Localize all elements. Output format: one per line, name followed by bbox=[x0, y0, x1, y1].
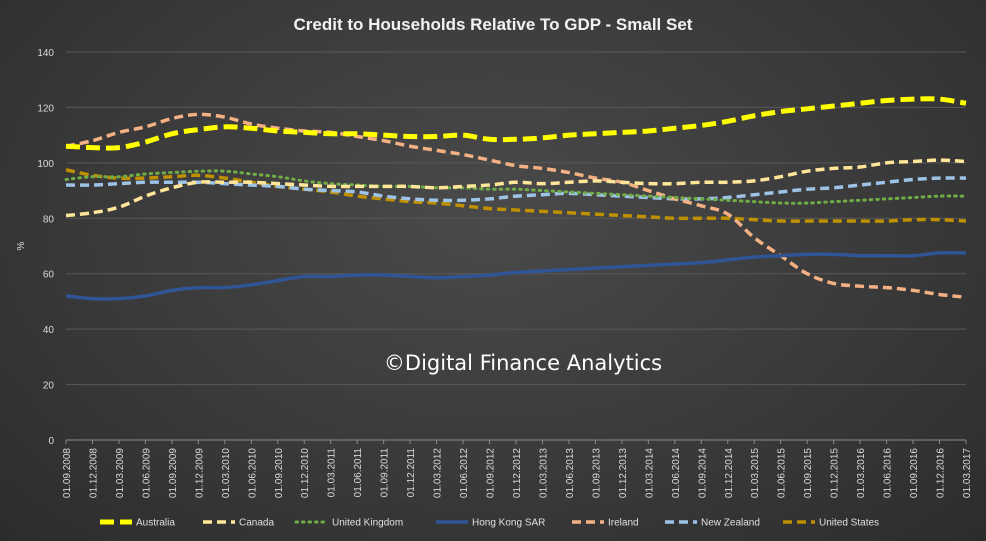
series-line-united-kingdom bbox=[64, 169, 968, 205]
x-tick-label: 01.06.2015 bbox=[777, 448, 788, 498]
x-tick-label: 01.06.2011 bbox=[353, 448, 364, 498]
y-tick-label: 0 bbox=[48, 436, 54, 447]
series-line-united-states bbox=[65, 168, 967, 223]
x-tick-label: 01.09.2015 bbox=[803, 448, 814, 498]
y-tick-label: 100 bbox=[37, 159, 54, 170]
x-tick-label: 01.09.2008 bbox=[62, 448, 73, 498]
x-tick-label: 01.12.2013 bbox=[618, 448, 629, 498]
x-tick-label: 01.09.2013 bbox=[591, 448, 602, 498]
x-tick-label: 01.03.2011 bbox=[327, 448, 338, 498]
x-tick-label: 01.06.2014 bbox=[671, 448, 682, 498]
x-axis-ticks: 01.09.2008 01.12.2008 01.03.2009 01.06.2009… bbox=[62, 440, 973, 498]
y-tick-label: 60 bbox=[43, 270, 55, 281]
y-tick-label: 20 bbox=[43, 381, 55, 392]
x-tick-label: 01.03.2016 bbox=[856, 448, 867, 498]
x-tick-label: 01.12.2010 bbox=[300, 448, 311, 498]
x-tick-label: 01.12.2009 bbox=[194, 448, 205, 498]
series-line-new-zealand bbox=[65, 176, 967, 203]
x-tick-label: 01.03.2010 bbox=[221, 448, 232, 498]
x-tick-label: 01.06.2009 bbox=[141, 448, 152, 498]
y-axis-label: % bbox=[16, 241, 27, 250]
legend-label: Canada bbox=[239, 518, 274, 529]
watermark: ©Digital Finance Analytics bbox=[384, 351, 662, 375]
x-tick-label: 01.12.2015 bbox=[830, 448, 841, 498]
series-line-ireland bbox=[65, 112, 967, 300]
legend-label: New Zealand bbox=[701, 518, 760, 529]
x-tick-label: 01.06.2012 bbox=[459, 448, 470, 498]
x-tick-label: 01.03.2015 bbox=[750, 448, 761, 498]
x-tick-label: 01.12.2012 bbox=[512, 448, 523, 498]
x-tick-label: 01.03.2017 bbox=[962, 448, 973, 498]
series-lines bbox=[64, 96, 968, 301]
series-line-hong-kong-sar bbox=[65, 250, 967, 301]
x-tick-label: 01.03.2012 bbox=[433, 448, 444, 498]
x-tick-label: 01.03.2014 bbox=[644, 448, 655, 498]
y-tick-label: 120 bbox=[37, 103, 54, 114]
x-tick-label: 01.09.2016 bbox=[909, 448, 920, 498]
legend-label: Hong Kong SAR bbox=[472, 518, 545, 529]
series-line-australia bbox=[65, 96, 967, 151]
x-tick-label: 01.12.2016 bbox=[936, 448, 947, 498]
x-tick-label: 01.06.2013 bbox=[565, 448, 576, 498]
x-tick-label: 01.06.2010 bbox=[247, 448, 258, 498]
x-tick-label: 01.03.2009 bbox=[115, 448, 126, 498]
x-tick-label: 01.09.2010 bbox=[274, 448, 285, 498]
y-axis-ticks: 0 20 40 60 80 100 120 140 bbox=[37, 48, 54, 447]
series-line-canada bbox=[65, 158, 967, 218]
x-tick-label: 01.12.2014 bbox=[724, 448, 735, 498]
y-tick-label: 80 bbox=[43, 214, 55, 225]
y-tick-label: 40 bbox=[43, 325, 55, 336]
legend: Australia Canada United Kingdom Hong Kong S… bbox=[100, 518, 879, 529]
x-tick-label: 01.09.2014 bbox=[697, 448, 708, 498]
legend-label: Ireland bbox=[608, 518, 639, 529]
x-tick-label: 01.09.2012 bbox=[486, 448, 497, 498]
legend-label: United Kingdom bbox=[332, 518, 403, 529]
chart-title: Credit to Households Relative To GDP - S… bbox=[294, 15, 693, 34]
x-tick-label: 01.09.2011 bbox=[380, 448, 391, 498]
gridlines bbox=[66, 51, 966, 441]
x-tick-label: 01.12.2011 bbox=[406, 448, 417, 498]
x-tick-label: 01.12.2008 bbox=[88, 448, 99, 498]
y-tick-label: 140 bbox=[37, 48, 54, 59]
x-tick-label: 01.09.2009 bbox=[168, 448, 179, 498]
legend-label: Australia bbox=[136, 518, 175, 529]
x-tick-label: 01.03.2013 bbox=[538, 448, 549, 498]
legend-label: United States bbox=[819, 518, 879, 529]
x-tick-label: 01.06.2016 bbox=[883, 448, 894, 498]
